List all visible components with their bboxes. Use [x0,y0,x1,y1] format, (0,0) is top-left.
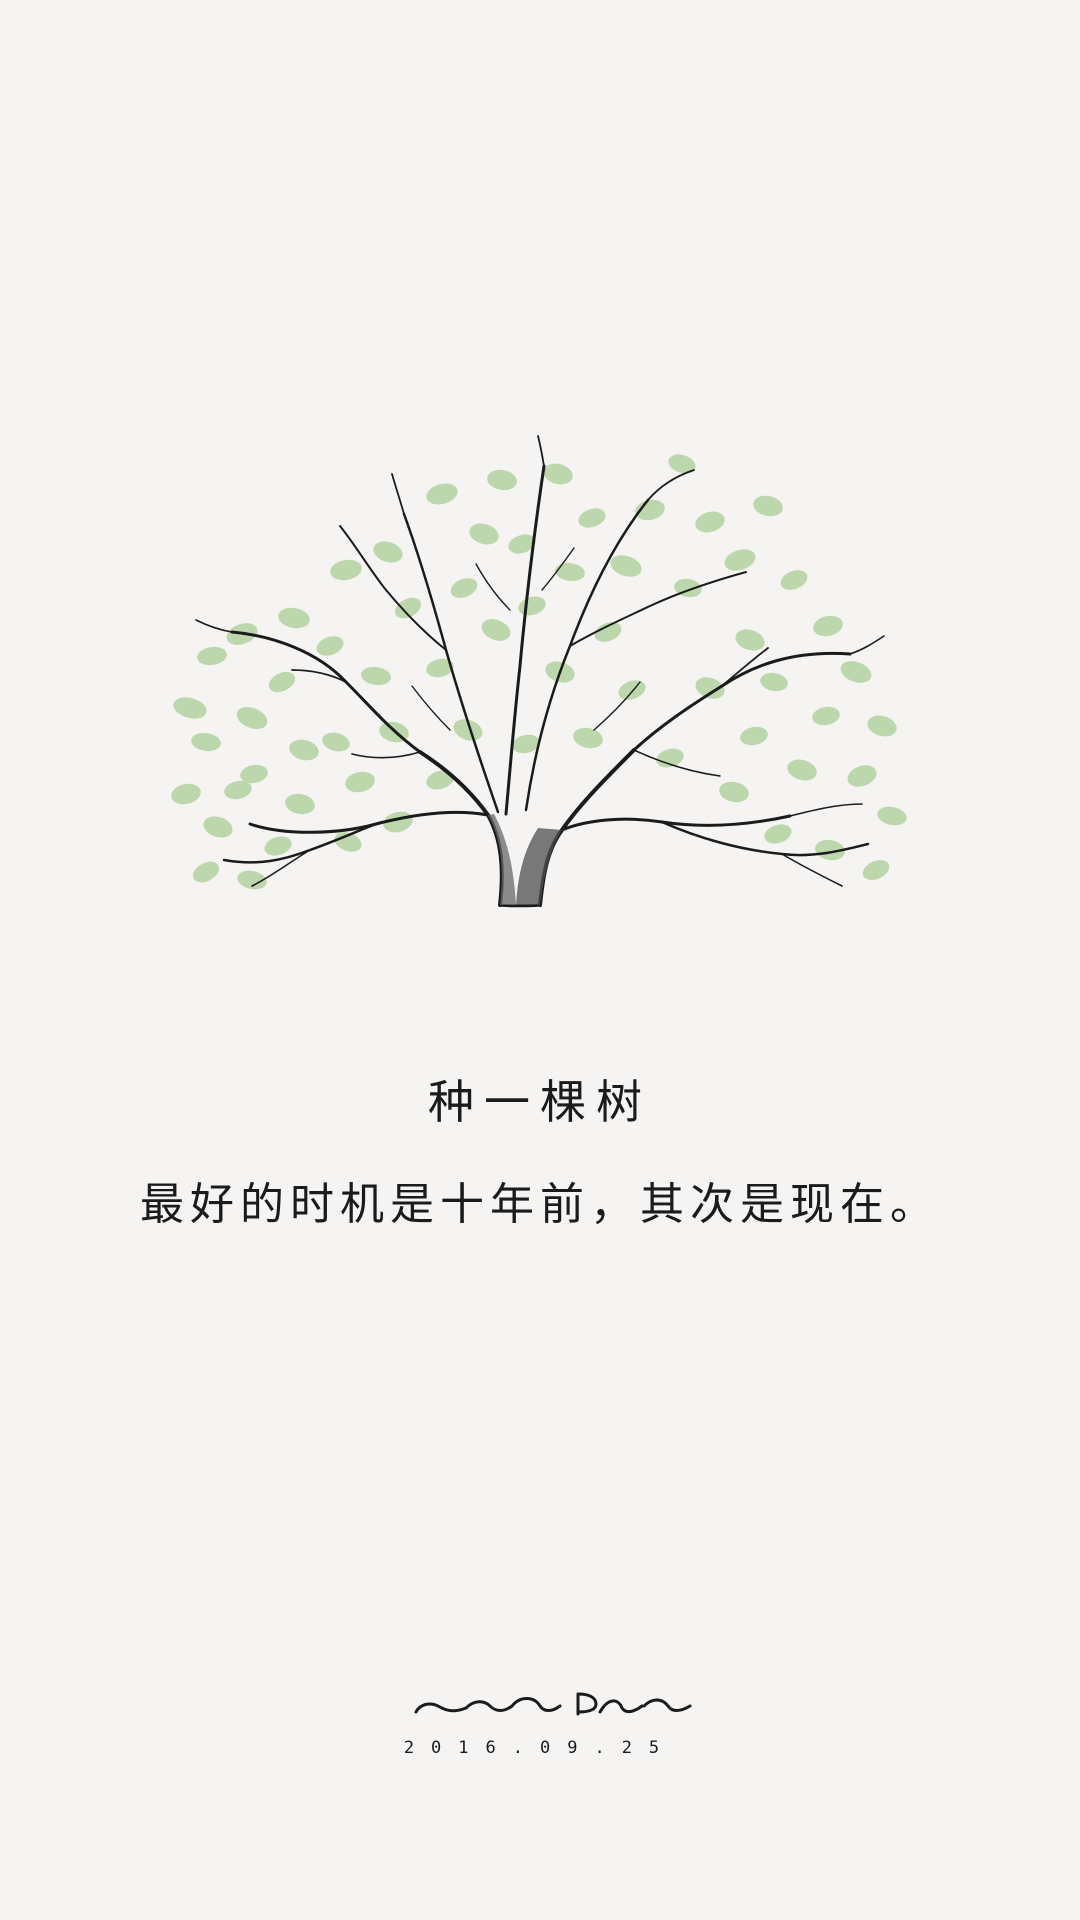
signature-graphic [414,1692,692,1716]
artwork-title: 种一棵树 [428,1075,652,1129]
tree-illustration [171,435,907,908]
artwork-date: 2016.09.25 [403,1738,677,1758]
artwork-quote: 最好的时机是十年前，其次是现在。 [140,1179,940,1230]
leaf-canopy [171,454,907,890]
